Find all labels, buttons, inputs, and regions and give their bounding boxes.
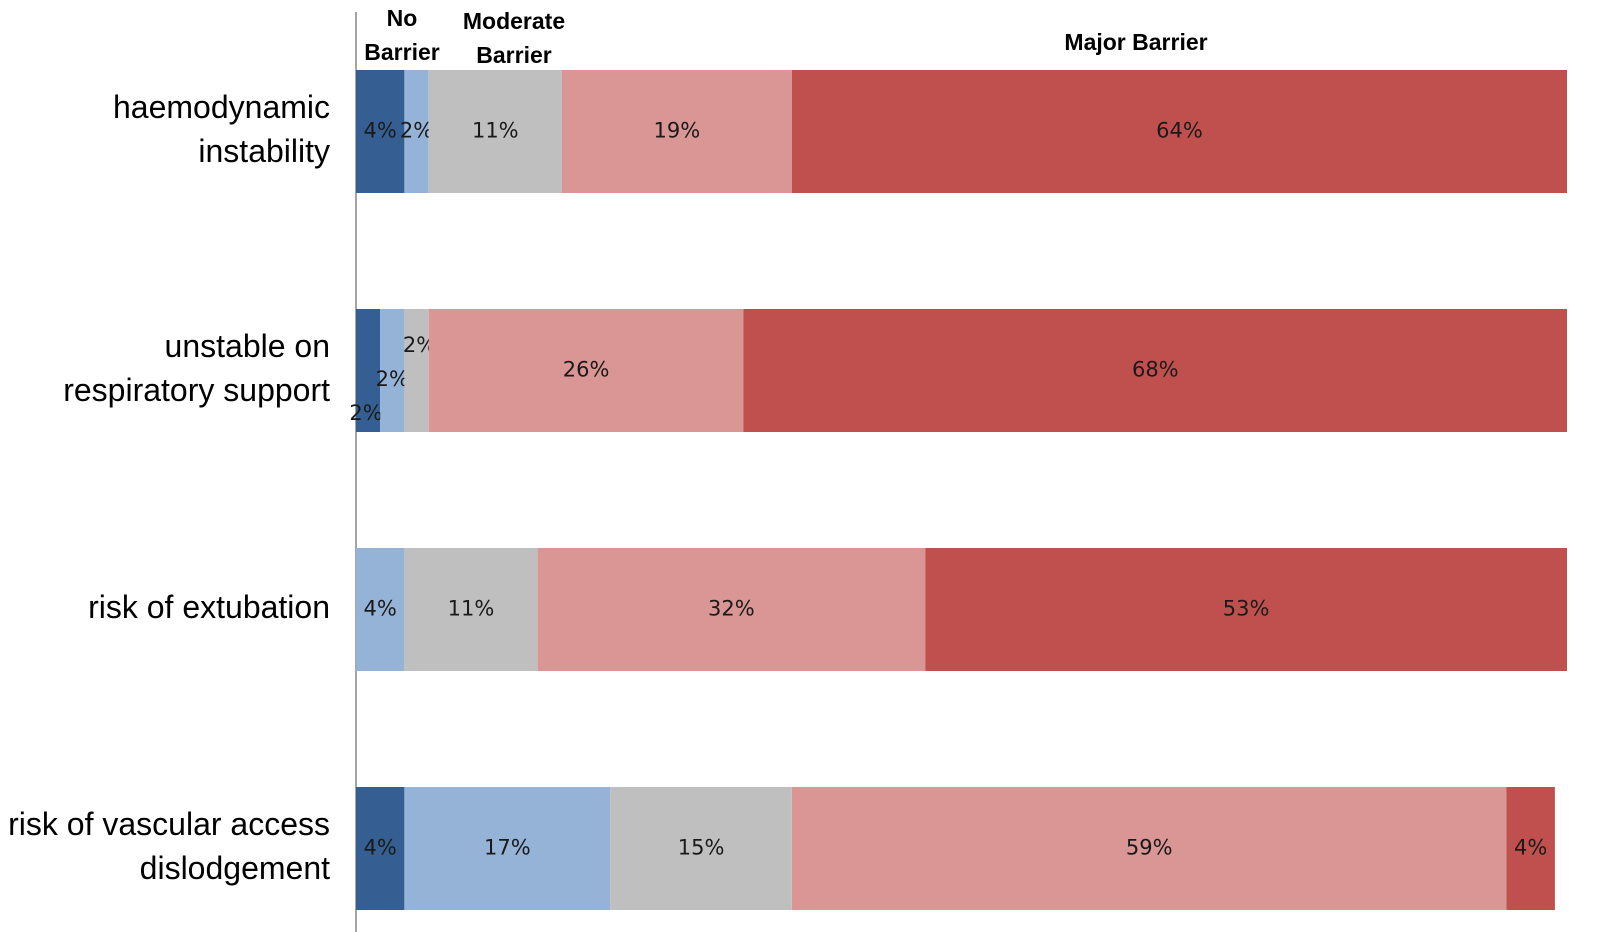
data-label: 64% xyxy=(1156,119,1203,143)
bar-segment xyxy=(428,70,562,193)
category-label: respiratory support xyxy=(63,372,330,408)
bars: 4% 2% 11% 19% 64%2%2%2%26% 68%4% 11% 32% 53%4% 17… xyxy=(349,70,1567,910)
data-label: 15% xyxy=(678,836,725,860)
data-label: 32% xyxy=(708,597,755,621)
bar-segment xyxy=(380,309,405,432)
category-label: risk of vascular access xyxy=(8,806,330,842)
bar-row: 4% 2% 11% 19% 64% xyxy=(356,70,1567,193)
bar-segment xyxy=(537,548,926,671)
data-label: 4% xyxy=(364,836,397,860)
data-label: 2% xyxy=(349,401,382,425)
column-headers: No Barrier Moderate Barrier Major Barrier xyxy=(364,5,1207,68)
bar-segment xyxy=(743,309,1567,432)
bar-row: 4% 11% 32% 53% xyxy=(356,548,1567,671)
column-header: No xyxy=(387,5,418,31)
category-label: instability xyxy=(198,133,330,169)
data-label: 11% xyxy=(472,119,519,143)
bar-segment xyxy=(1506,787,1555,910)
data-label: 26% xyxy=(563,358,610,382)
bar-segment xyxy=(792,70,1567,193)
data-label: 2% xyxy=(400,119,433,143)
category-label: haemodynamic xyxy=(113,89,330,125)
bar-segment xyxy=(356,787,405,910)
data-label: 53% xyxy=(1223,597,1270,621)
bar-segment xyxy=(561,70,792,193)
category-label: dislodgement xyxy=(140,850,330,886)
bar-segment xyxy=(610,787,792,910)
column-header: Major Barrier xyxy=(1064,29,1207,55)
column-header: Moderate xyxy=(463,8,565,34)
bar-segment xyxy=(428,309,744,432)
data-label: 11% xyxy=(448,597,495,621)
bar-segment xyxy=(925,548,1567,671)
category-label: risk of extubation xyxy=(88,589,330,625)
data-label: 2% xyxy=(376,367,409,391)
bar-segment xyxy=(404,548,538,671)
bar-row: 4% 17% 15% 59% 4% xyxy=(356,787,1555,910)
bar-segment xyxy=(356,70,405,193)
data-label: 4% xyxy=(1514,836,1547,860)
bar-segment xyxy=(404,787,611,910)
column-header: Barrier xyxy=(476,42,551,68)
bar-segment xyxy=(356,309,381,432)
data-label: 4% xyxy=(364,597,397,621)
bar-row: 2%2%2%26% 68% xyxy=(349,309,1567,432)
bar-segment xyxy=(404,309,429,432)
bar-segment xyxy=(792,787,1507,910)
data-label: 4% xyxy=(364,119,397,143)
bar-segment xyxy=(404,70,429,193)
data-label: 17% xyxy=(484,836,531,860)
bar-segment xyxy=(356,548,405,671)
data-label: 68% xyxy=(1132,358,1179,382)
data-label: 19% xyxy=(654,119,701,143)
category-label: unstable on xyxy=(165,328,330,364)
category-labels: haemodynamic instability unstable on respir… xyxy=(8,89,330,886)
data-label: 59% xyxy=(1126,836,1173,860)
column-header: Barrier xyxy=(364,39,439,65)
